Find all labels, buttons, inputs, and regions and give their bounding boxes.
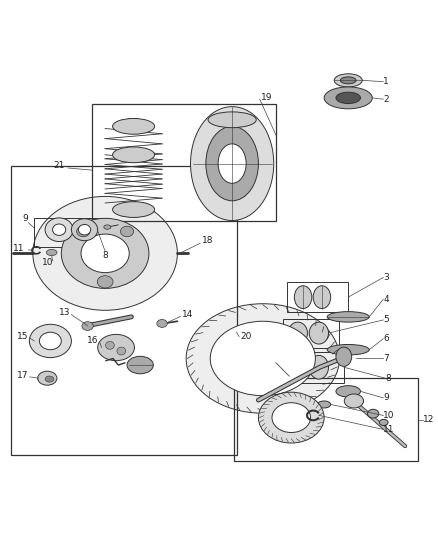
Ellipse shape xyxy=(191,107,274,221)
Ellipse shape xyxy=(367,409,379,418)
Text: 3: 3 xyxy=(383,273,389,282)
Ellipse shape xyxy=(39,332,61,350)
Ellipse shape xyxy=(29,324,71,358)
Text: 18: 18 xyxy=(201,236,213,245)
Ellipse shape xyxy=(208,112,256,128)
Ellipse shape xyxy=(309,356,328,379)
Ellipse shape xyxy=(218,144,246,183)
Ellipse shape xyxy=(318,401,331,408)
Text: 1: 1 xyxy=(383,77,389,86)
Ellipse shape xyxy=(334,74,362,87)
Ellipse shape xyxy=(157,319,167,327)
Ellipse shape xyxy=(71,219,98,241)
Ellipse shape xyxy=(327,312,369,322)
Text: 4: 4 xyxy=(383,295,389,304)
Ellipse shape xyxy=(379,419,388,425)
Ellipse shape xyxy=(45,376,54,382)
Text: 2: 2 xyxy=(383,95,389,104)
Ellipse shape xyxy=(113,118,155,134)
Ellipse shape xyxy=(82,322,93,330)
Ellipse shape xyxy=(78,224,91,235)
Ellipse shape xyxy=(117,347,126,355)
Text: 7: 7 xyxy=(383,354,389,363)
Text: 10: 10 xyxy=(42,257,54,266)
Text: 6: 6 xyxy=(383,334,389,343)
Ellipse shape xyxy=(258,392,324,443)
Text: 17: 17 xyxy=(17,372,28,381)
Text: 13: 13 xyxy=(59,308,70,317)
Text: 11: 11 xyxy=(383,425,395,434)
Ellipse shape xyxy=(61,219,149,288)
Ellipse shape xyxy=(104,225,111,229)
Text: 19: 19 xyxy=(261,93,272,102)
Ellipse shape xyxy=(336,92,360,103)
Ellipse shape xyxy=(97,276,113,288)
Ellipse shape xyxy=(38,371,57,385)
Ellipse shape xyxy=(327,344,369,355)
Ellipse shape xyxy=(210,321,315,395)
Text: 15: 15 xyxy=(17,332,28,341)
Ellipse shape xyxy=(340,77,356,84)
Ellipse shape xyxy=(33,197,177,310)
Ellipse shape xyxy=(46,249,57,255)
Ellipse shape xyxy=(344,394,364,408)
Text: 5: 5 xyxy=(383,316,389,325)
Ellipse shape xyxy=(288,322,307,344)
Ellipse shape xyxy=(113,147,155,163)
Text: 9: 9 xyxy=(383,393,389,402)
Ellipse shape xyxy=(288,356,307,379)
Text: 14: 14 xyxy=(182,310,193,319)
Text: 20: 20 xyxy=(240,332,251,341)
Ellipse shape xyxy=(81,234,129,273)
Text: 12: 12 xyxy=(423,415,434,424)
Ellipse shape xyxy=(309,322,328,344)
Ellipse shape xyxy=(206,126,258,201)
Ellipse shape xyxy=(313,286,331,309)
Ellipse shape xyxy=(272,403,311,432)
Ellipse shape xyxy=(336,347,352,366)
Ellipse shape xyxy=(45,218,73,241)
Text: 10: 10 xyxy=(383,411,395,420)
Ellipse shape xyxy=(53,224,66,236)
Ellipse shape xyxy=(294,286,312,309)
Text: 9: 9 xyxy=(23,214,28,223)
Text: 16: 16 xyxy=(87,336,99,345)
Ellipse shape xyxy=(324,87,372,109)
Ellipse shape xyxy=(120,226,134,237)
Ellipse shape xyxy=(186,304,339,413)
Ellipse shape xyxy=(336,386,360,397)
Ellipse shape xyxy=(106,342,114,349)
Ellipse shape xyxy=(127,356,153,374)
Text: 21: 21 xyxy=(53,161,65,170)
Text: 8: 8 xyxy=(385,374,391,383)
Ellipse shape xyxy=(98,334,134,361)
Text: 11: 11 xyxy=(13,245,24,254)
Ellipse shape xyxy=(113,201,155,217)
Text: 8: 8 xyxy=(102,251,108,260)
Ellipse shape xyxy=(77,226,90,237)
